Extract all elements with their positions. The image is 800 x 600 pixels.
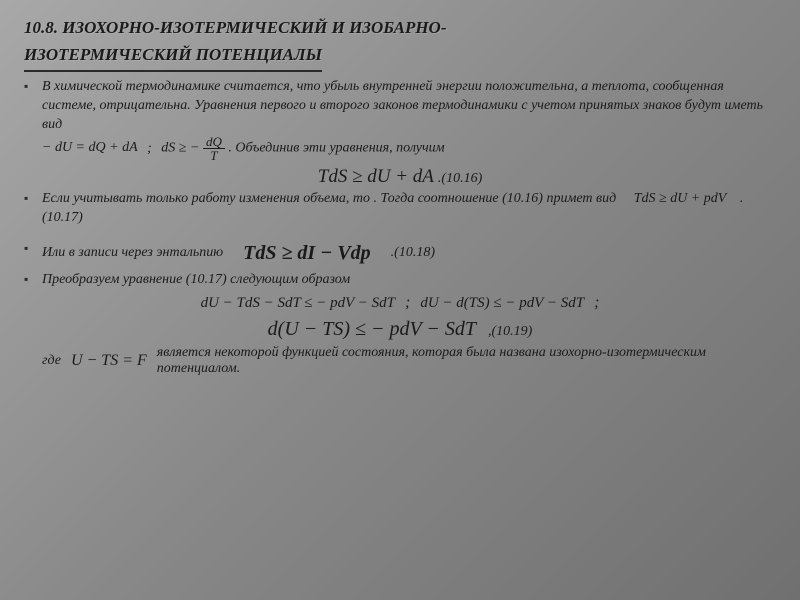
p3-text: Или в записи через энтальпию xyxy=(42,244,223,263)
eq-row-10-19: d(U − TS) ≤ − pdV − SdT ,(10.19) xyxy=(24,318,776,341)
eq-10-18: TdS ≥ dI − Vdp xyxy=(243,240,371,267)
p1-text: В химической термодинамике считается, чт… xyxy=(42,79,763,132)
p2-text: Если учитывать только работу изменения о… xyxy=(42,191,616,206)
p5a-text: где xyxy=(42,353,61,369)
eq-sep-5b: ; xyxy=(594,294,599,311)
eq1b-pre: dS ≥ − xyxy=(161,141,199,156)
paragraph-2: Если учитывать только работу изменения о… xyxy=(24,190,776,228)
p5b-text: является некоторой функцией состояния, к… xyxy=(157,345,776,377)
p1b-text: . Объединив эти уравнения, получим xyxy=(228,141,444,156)
paragraph-4: Преобразуем уравнение (10.17) следующим … xyxy=(24,271,776,290)
paragraph-1: В химической термодинамике считается, чт… xyxy=(24,78,776,162)
ref-10-16: .(10.16) xyxy=(438,171,482,186)
ref-10-19: ,(10.19) xyxy=(488,324,532,339)
eq-5b: dU − d(TS) ≤ − pdV − SdT xyxy=(420,295,584,311)
eq-row-transform: dU − TdS − SdT ≤ − pdV − SdT ; dU − d(TS… xyxy=(24,294,776,312)
eq-row-10-16: TdS ≥ dU + dA .(10.16) xyxy=(24,166,776,188)
eq-sep-1: ; xyxy=(147,141,152,156)
eq-10-16: TdS ≥ dU + dA xyxy=(318,166,434,187)
eq-5a: dU − TdS − SdT ≤ − pdV − SdT xyxy=(201,295,395,311)
spacer xyxy=(24,232,776,240)
eq-10-17: TdS ≥ dU + pdV xyxy=(634,191,727,206)
title-line-2: ИЗОТЕРМИЧЕСКИЙ ПОТЕНЦИАЛЫ xyxy=(24,41,322,72)
paragraph-3: Или в записи через энтальпию TdS ≥ dI − … xyxy=(24,240,776,267)
p4-text: Преобразуем уравнение (10.17) следующим … xyxy=(42,272,350,287)
eq-second-law: dS ≥ − dQ T xyxy=(161,135,225,162)
eq-helmholtz: U − TS = F xyxy=(71,352,147,370)
eq-sep-5a: ; xyxy=(405,294,410,311)
frac-den: T xyxy=(203,149,225,162)
ref-10-18: .(10.18) xyxy=(391,244,435,263)
eq-10-19: d(U − TS) ≤ − pdV − SdT xyxy=(268,318,476,340)
eq-first-law: − dU = dQ + dA xyxy=(42,139,138,158)
frac-num: dQ xyxy=(203,135,225,149)
title-line-1: 10.8. ИЗОХОРНО-ИЗОТЕРМИЧЕСКИЙ И ИЗОБАРНО… xyxy=(24,18,447,37)
section-title: 10.8. ИЗОХОРНО-ИЗОТЕРМИЧЕСКИЙ И ИЗОБАРНО… xyxy=(24,14,776,72)
paragraph-5: где U − TS = F является некоторой функци… xyxy=(24,345,776,377)
eq1b-frac: dQ T xyxy=(203,135,225,162)
